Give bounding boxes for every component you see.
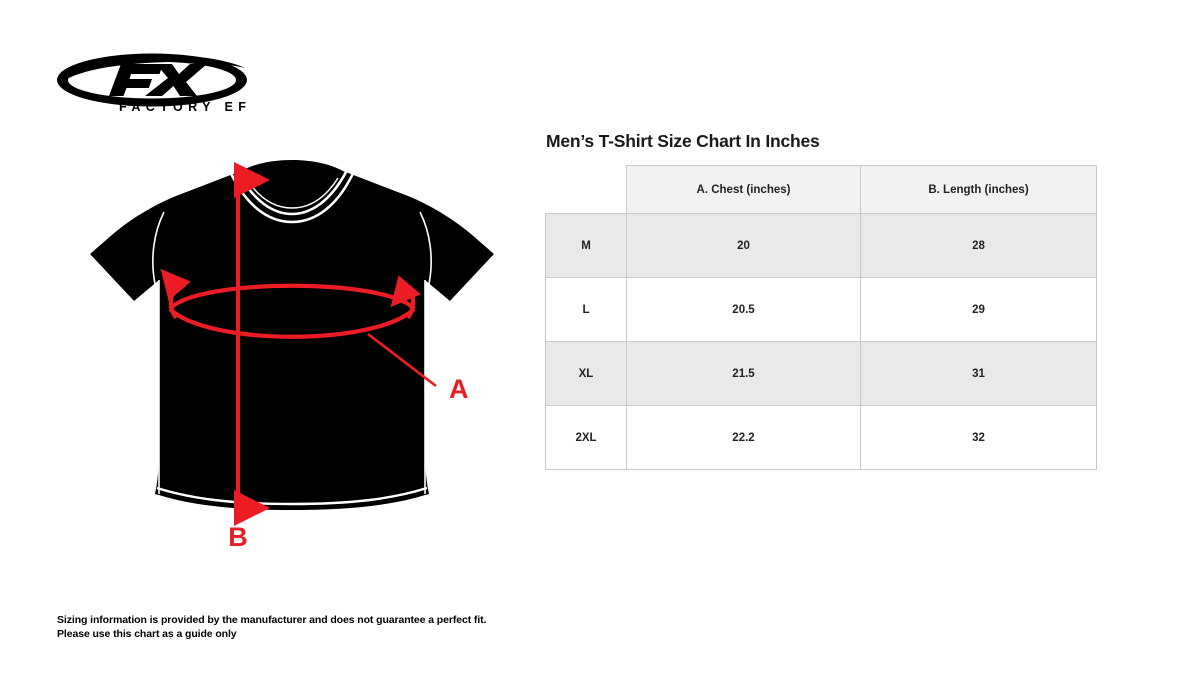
measure-leader-a xyxy=(367,332,437,388)
disclaimer-line-1: Sizing information is provided by the ma… xyxy=(57,614,487,626)
table-body: M 20 28 L 20.5 29 XL 21.5 31 2XL 22.2 xyxy=(545,213,1097,470)
column-header-length: B. Length (inches) xyxy=(860,165,1097,214)
corner-cell xyxy=(546,166,627,214)
tshirt-bottom-hem xyxy=(156,486,428,514)
table-row: L 20.5 29 xyxy=(545,277,1097,342)
table-row: XL 21.5 31 xyxy=(545,341,1097,406)
tshirt-seams xyxy=(152,211,432,494)
cell-chest: 22.2 xyxy=(626,405,861,470)
column-header-chest: A. Chest (inches) xyxy=(626,165,861,214)
measure-label-b: B xyxy=(228,522,248,552)
factory-effex-logo: FACTORY EFFEX xyxy=(55,52,250,114)
table-header: A. Chest (inches) B. Length (inches) xyxy=(546,165,1097,214)
cell-length: 32 xyxy=(860,405,1097,470)
disclaimer-note: Sizing information is provided by the ma… xyxy=(57,613,487,641)
disclaimer-line-2: Please use this chart as a guide only xyxy=(57,628,237,640)
cell-chest: 20.5 xyxy=(626,277,861,342)
brand-wordmark: FACTORY EFFEX xyxy=(119,100,250,114)
cell-length: 31 xyxy=(860,341,1097,406)
table-row: 2XL 22.2 32 xyxy=(545,405,1097,470)
measure-label-a: A xyxy=(449,374,469,404)
tshirt-diagram: B A xyxy=(78,158,518,558)
table-header-row: A. Chest (inches) B. Length (inches) xyxy=(546,165,1097,214)
row-header-size: XL xyxy=(545,341,627,406)
cell-length: 29 xyxy=(860,277,1097,342)
row-header-size: 2XL xyxy=(545,405,627,470)
cell-chest: 20 xyxy=(626,213,861,278)
table-row: M 20 28 xyxy=(545,213,1097,278)
chart-title: Men’s T-Shirt Size Chart In Inches xyxy=(546,131,820,151)
cell-chest: 21.5 xyxy=(626,341,861,406)
tshirt-sleeve-hems xyxy=(90,256,494,306)
measure-loop-a-arrowheads xyxy=(160,268,421,320)
fx-oval-icon xyxy=(57,53,247,107)
cell-length: 28 xyxy=(860,213,1097,278)
row-header-size: M xyxy=(545,213,627,278)
size-chart-table: A. Chest (inches) B. Length (inches) M 2… xyxy=(545,165,1097,470)
size-chart-panel: Men’s T-Shirt Size Chart In Inches A. Ch… xyxy=(545,131,1105,470)
row-header-size: L xyxy=(545,277,627,342)
